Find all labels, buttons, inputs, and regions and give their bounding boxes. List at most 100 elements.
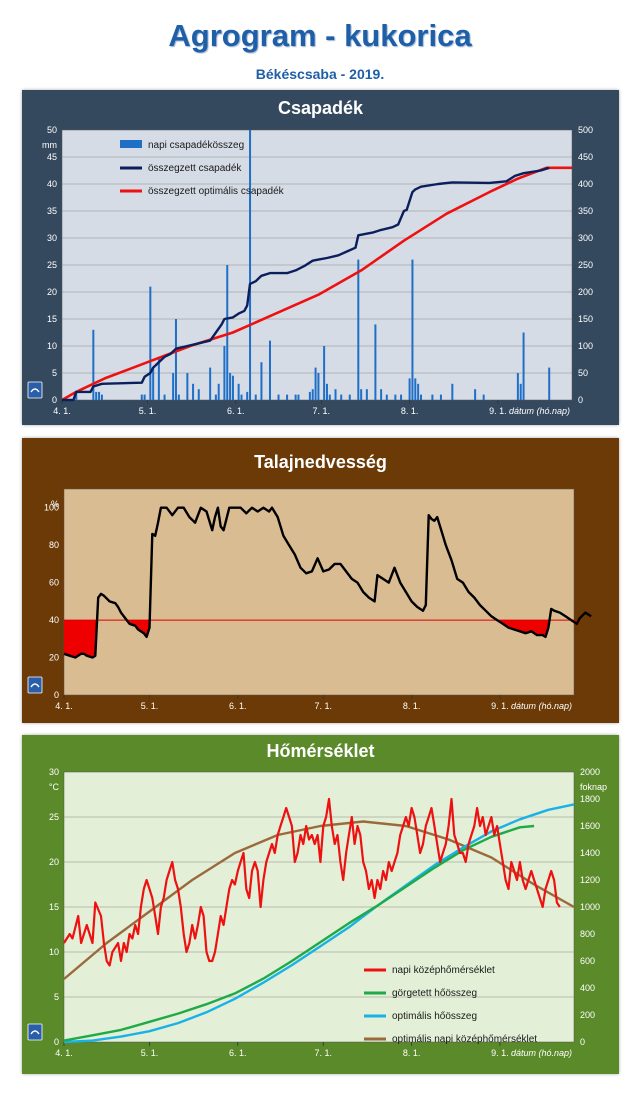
daily-precip-bar (297, 394, 300, 400)
y2-tick-label: 250 (578, 260, 593, 270)
x-tick-label: 7. 1. (315, 701, 333, 711)
daily-precip-bar (308, 391, 311, 400)
daily-precip-bar (277, 394, 280, 400)
x-tick-label: 8. 1. (403, 1048, 421, 1058)
y2-tick-label: 1000 (580, 902, 600, 912)
daily-precip-bar (229, 373, 232, 400)
daily-precip-bar (240, 394, 243, 400)
daily-precip-bar (226, 265, 229, 400)
x-tick-label: 4. 1. (55, 1048, 73, 1058)
daily-precip-bar (172, 373, 175, 400)
soil-moisture-panel: Talajnedvesség 0 20 40 60 80 100 4. 1. 5. 1. 6. 1… (22, 438, 619, 723)
daily-precip-bar (98, 391, 101, 400)
daily-precip-bar (237, 383, 240, 400)
daily-precip-bar (152, 367, 155, 400)
daily-mean-temp-line (63, 797, 561, 967)
daily-precip-bar (294, 394, 297, 400)
daily-precip-bar (519, 383, 522, 400)
x-tick-label: 5. 1. (141, 701, 159, 711)
daily-precip-bar (197, 389, 200, 400)
deficit-area (64, 620, 98, 658)
logo-wave (30, 388, 40, 393)
daily-precip-bar (451, 383, 454, 400)
daily-precip-bar (411, 259, 414, 400)
x-tick-label: 9. 1. (491, 701, 509, 711)
daily-precip-bar (177, 394, 180, 400)
daily-precip-bar (357, 259, 360, 400)
daily-precip-bar (474, 389, 477, 400)
page-subtitle: Békéscsaba - 2019. (255, 66, 385, 82)
daily-precip-bar (325, 383, 328, 400)
y-tick-label: 25 (49, 812, 59, 822)
daily-precip-bar (223, 346, 226, 400)
optimal-daily-temp-line (63, 820, 575, 980)
x-axis-label: dátum (hó.nap) (511, 701, 572, 711)
y-axis-unit: °C (49, 782, 60, 792)
y2-tick-label: 200 (578, 287, 593, 297)
y-tick-label: 5 (52, 368, 57, 378)
daily-precip-bar (365, 389, 368, 400)
y-tick-label: 0 (54, 690, 59, 700)
y-axis-unit: % (51, 499, 59, 509)
y-tick-label: 30 (49, 767, 59, 777)
chart-title: Talajnedvesség (254, 452, 387, 472)
daily-precip-bar (328, 394, 331, 400)
x-tick-label: 7. 1. (315, 1048, 333, 1058)
daily-precip-bar (482, 394, 485, 400)
y2-tick-label: 1600 (580, 821, 600, 831)
daily-precip-bar (260, 362, 263, 400)
logo-box (27, 1023, 43, 1041)
omsz-logo-icon (27, 381, 43, 399)
daily-precip-bar (419, 394, 422, 400)
y2-tick-label: 100 (578, 341, 593, 351)
y2-tick-label: 300 (578, 233, 593, 243)
x-tick-label: 8. 1. (403, 701, 421, 711)
optimal-cumulative-line (61, 166, 572, 402)
y-tick-label: 80 (49, 540, 59, 550)
y-tick-label: 35 (47, 206, 57, 216)
legend-entry: napi középhőmérséklet (392, 965, 495, 976)
legend-entry: optimális hőösszeg (392, 1011, 477, 1022)
y-tick-label: 15 (49, 902, 59, 912)
daily-precip-bar (149, 286, 152, 400)
y2-axis-unit: foknap (580, 782, 607, 792)
y-tick-label: 5 (54, 992, 59, 1002)
soil-moisture-chart: Talajnedvesség 0 20 40 60 80 100 4. 1. 5. 1. 6. 1… (22, 438, 619, 723)
x-tick-label: 8. 1. (401, 406, 419, 416)
y-tick-label: 100 (44, 503, 59, 513)
x-tick-label: 9. 1. (491, 1048, 509, 1058)
x-tick-label: 6. 1. (229, 1048, 247, 1058)
logo-box (27, 381, 43, 399)
y2-tick-label: 800 (580, 929, 595, 939)
daily-precip-bar (174, 319, 177, 400)
y2-tick-label: 500 (578, 125, 593, 135)
x-tick-label: 4. 1. (55, 701, 73, 711)
daily-precip-bar (95, 391, 98, 400)
chart-title: Csapadék (278, 98, 364, 118)
daily-precip-bar (374, 324, 377, 400)
daily-precip-bar (157, 356, 160, 400)
cumulative-precip-line (62, 166, 550, 402)
daily-precip-bar (217, 383, 220, 400)
legend-entry: görgetett hőösszeg (392, 988, 477, 999)
daily-precip-bar (254, 394, 257, 400)
y2-tick-label: 450 (578, 152, 593, 162)
daily-precip-bar (548, 367, 551, 400)
soil-moisture-line (63, 506, 592, 659)
daily-precip-bar (246, 391, 249, 400)
y2-tick-label: 400 (580, 983, 595, 993)
y2-tick-label: 0 (580, 1037, 585, 1047)
temperature-chart: Hőmérséklet 0 5 10 15 20 25 30 0 200 400 600 800 1000… (22, 735, 619, 1074)
daily-precip-bar (323, 346, 326, 400)
y2-tick-label: 2000 (580, 767, 600, 777)
daily-precip-bar (143, 394, 146, 400)
y2-tick-label: 400 (578, 179, 593, 189)
daily-precip-bar (214, 394, 217, 400)
y-tick-label: 10 (47, 341, 57, 351)
daily-precip-bar (75, 391, 78, 400)
y2-tick-label: 1800 (580, 794, 600, 804)
logo-wave (30, 683, 40, 688)
y-tick-label: 30 (47, 233, 57, 243)
y-tick-label: 0 (52, 395, 57, 405)
daily-precip-bar (317, 373, 320, 400)
